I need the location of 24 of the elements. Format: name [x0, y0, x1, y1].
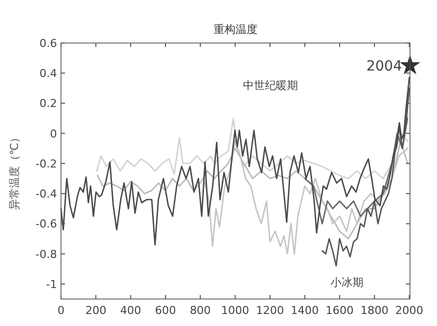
- annotation: 小冰期: [330, 276, 364, 290]
- x-tick-label: 800: [190, 304, 211, 317]
- y-tick-label: -1: [46, 278, 57, 291]
- x-tick-label: 200: [85, 304, 106, 317]
- x-tick-label: 1000: [221, 304, 250, 317]
- x-tick-label: 1200: [256, 304, 284, 317]
- y-tick-label: -0.6: [36, 218, 57, 231]
- y-tick-label: 0.2: [40, 97, 57, 110]
- x-tick-label: 2000: [395, 304, 424, 317]
- y-tick-label: -0.8: [36, 248, 57, 261]
- x-tick-label: 600: [154, 304, 176, 317]
- x-tick-label: 1400: [290, 304, 319, 317]
- y-axis-title: 异常温度（℃）: [8, 132, 21, 210]
- y-tick-label: 0: [50, 127, 57, 140]
- y-tick-label: -0.2: [36, 157, 57, 170]
- x-tick-label: 1600: [326, 304, 354, 317]
- annotation: 中世纪暖期: [242, 79, 298, 92]
- y-tick-label: 0.4: [40, 67, 57, 80]
- y-tick-label: -0.4: [36, 188, 57, 201]
- annotation: 2004: [366, 58, 402, 75]
- y-tick-label: 0.6: [40, 37, 57, 50]
- x-tick-label: 1800: [360, 304, 388, 317]
- chart-title: 重构温度: [214, 23, 258, 36]
- x-tick-label: 400: [120, 304, 142, 317]
